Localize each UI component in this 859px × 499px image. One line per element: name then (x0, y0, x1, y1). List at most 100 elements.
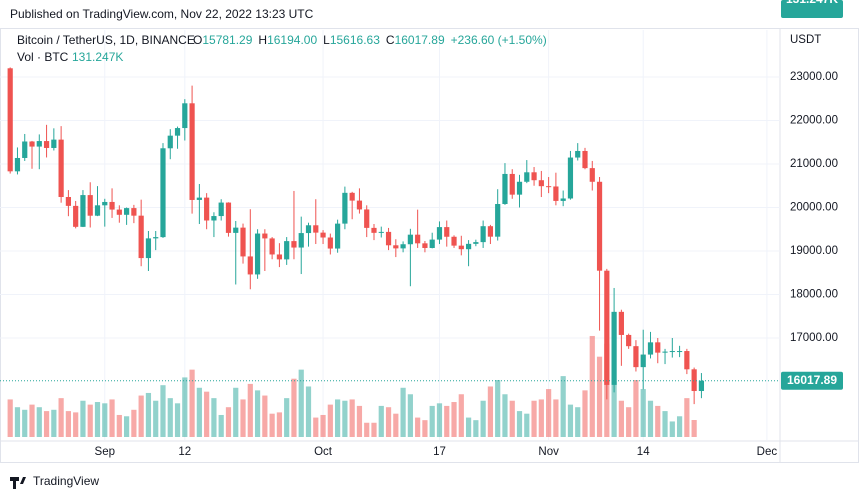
volume-title: Vol · BTC (17, 50, 69, 64)
candle-body (145, 238, 152, 259)
volume-bar (371, 422, 377, 437)
candle-body (371, 227, 377, 233)
volume-bar (385, 407, 392, 437)
volume-bar (553, 399, 559, 437)
candle-body (356, 200, 363, 210)
candle-body (669, 351, 675, 353)
candle-body (160, 148, 166, 238)
volume-bar (160, 385, 166, 437)
candle-body (640, 354, 646, 368)
volume-bar (335, 399, 341, 437)
volume-bar (167, 398, 173, 437)
volume-bar (524, 413, 530, 437)
candle-body (378, 231, 384, 233)
y-tick-label: 18000.00 (790, 289, 838, 301)
volume-bar (662, 411, 668, 437)
volume-value-label: 131.247K (786, 0, 838, 6)
volume-bar (51, 409, 57, 437)
candle-body (247, 256, 253, 275)
brand: TradingView (33, 474, 99, 488)
candle-body (691, 369, 697, 392)
ohlc-label: O (193, 33, 202, 47)
candle-body (14, 157, 21, 172)
candle-body (560, 198, 566, 201)
candle-body (458, 245, 464, 250)
volume-bar (145, 392, 152, 437)
volume-bar (276, 412, 283, 437)
x-tick-label: Sep (95, 446, 115, 458)
ohlc-value: 15781.29 (202, 33, 252, 47)
chart-frame (0, 28, 859, 463)
volume-pane (7, 335, 697, 437)
candle-body (51, 139, 57, 148)
volume-bar (640, 389, 646, 437)
candle-body (240, 227, 246, 257)
volume-bar (458, 394, 464, 437)
candle-body (516, 181, 523, 195)
candle-body (589, 168, 595, 182)
ohlc-label: C (386, 33, 395, 47)
candle-body (444, 227, 450, 237)
volume-bar (407, 394, 413, 437)
volume-value-box (781, 0, 843, 18)
volume-bar (436, 403, 443, 437)
volume-bar (327, 404, 333, 437)
x-tick-label: Dec (757, 446, 778, 458)
volume-bar (29, 404, 35, 437)
candle-body (676, 351, 683, 353)
volume-bar (73, 412, 79, 437)
candle-body (233, 227, 239, 233)
candle-body (465, 243, 472, 250)
candle-body (611, 311, 617, 385)
volume-bar (633, 380, 639, 437)
ohlc-legend: O15781.29 H16194.00 L15616.63 C16017.89 +236… (193, 33, 547, 47)
volume-bar (473, 420, 479, 437)
volume-bar (349, 399, 355, 437)
candle-body (269, 238, 275, 255)
candle-body (524, 172, 530, 182)
volume-bar (596, 356, 603, 437)
candle-body (58, 139, 64, 198)
candle-body (546, 186, 552, 188)
published-note: Published on TradingView.com, Nov 22, 20… (10, 7, 314, 21)
candle-body (618, 311, 624, 335)
ohlc-label: H (258, 33, 267, 47)
candle-body (262, 233, 268, 239)
volume-bar (131, 409, 137, 437)
volume-bar (618, 400, 624, 437)
volume-bar (465, 417, 472, 437)
volume-bar (567, 404, 574, 437)
volume-bar (218, 414, 224, 437)
volume-bar (691, 419, 697, 437)
candle-body (553, 186, 559, 201)
candle-body (22, 141, 28, 158)
candle-body (495, 204, 501, 237)
candle-body (7, 68, 13, 172)
volume-bar (36, 407, 42, 437)
candle-body (284, 241, 290, 260)
candle-body (429, 239, 435, 248)
volume-bar (14, 407, 21, 437)
y-tick-label: 20000.00 (790, 202, 838, 214)
volume-value: 131.247K (72, 50, 123, 64)
x-tick-label: 17 (433, 446, 446, 458)
volume-bar (102, 403, 108, 437)
candle-body (211, 216, 217, 221)
candle-body (174, 128, 181, 136)
candle-body (313, 225, 319, 233)
volume-bar (43, 411, 50, 437)
volume-bar (109, 399, 115, 437)
volume-bar (320, 414, 326, 437)
volume-bar (393, 413, 399, 437)
candle-body (36, 141, 42, 147)
volume-bar (480, 400, 486, 437)
volume-bar (65, 411, 71, 437)
axes: 17000.00 18000.00 19000.00 20000.00 21000.00… (0, 0, 843, 458)
candle-body (124, 208, 130, 215)
volume-bar (22, 409, 28, 437)
volume-bar (626, 407, 632, 437)
volume-bar (364, 422, 370, 437)
volume-bar (582, 390, 588, 437)
volume-bar (415, 417, 421, 437)
